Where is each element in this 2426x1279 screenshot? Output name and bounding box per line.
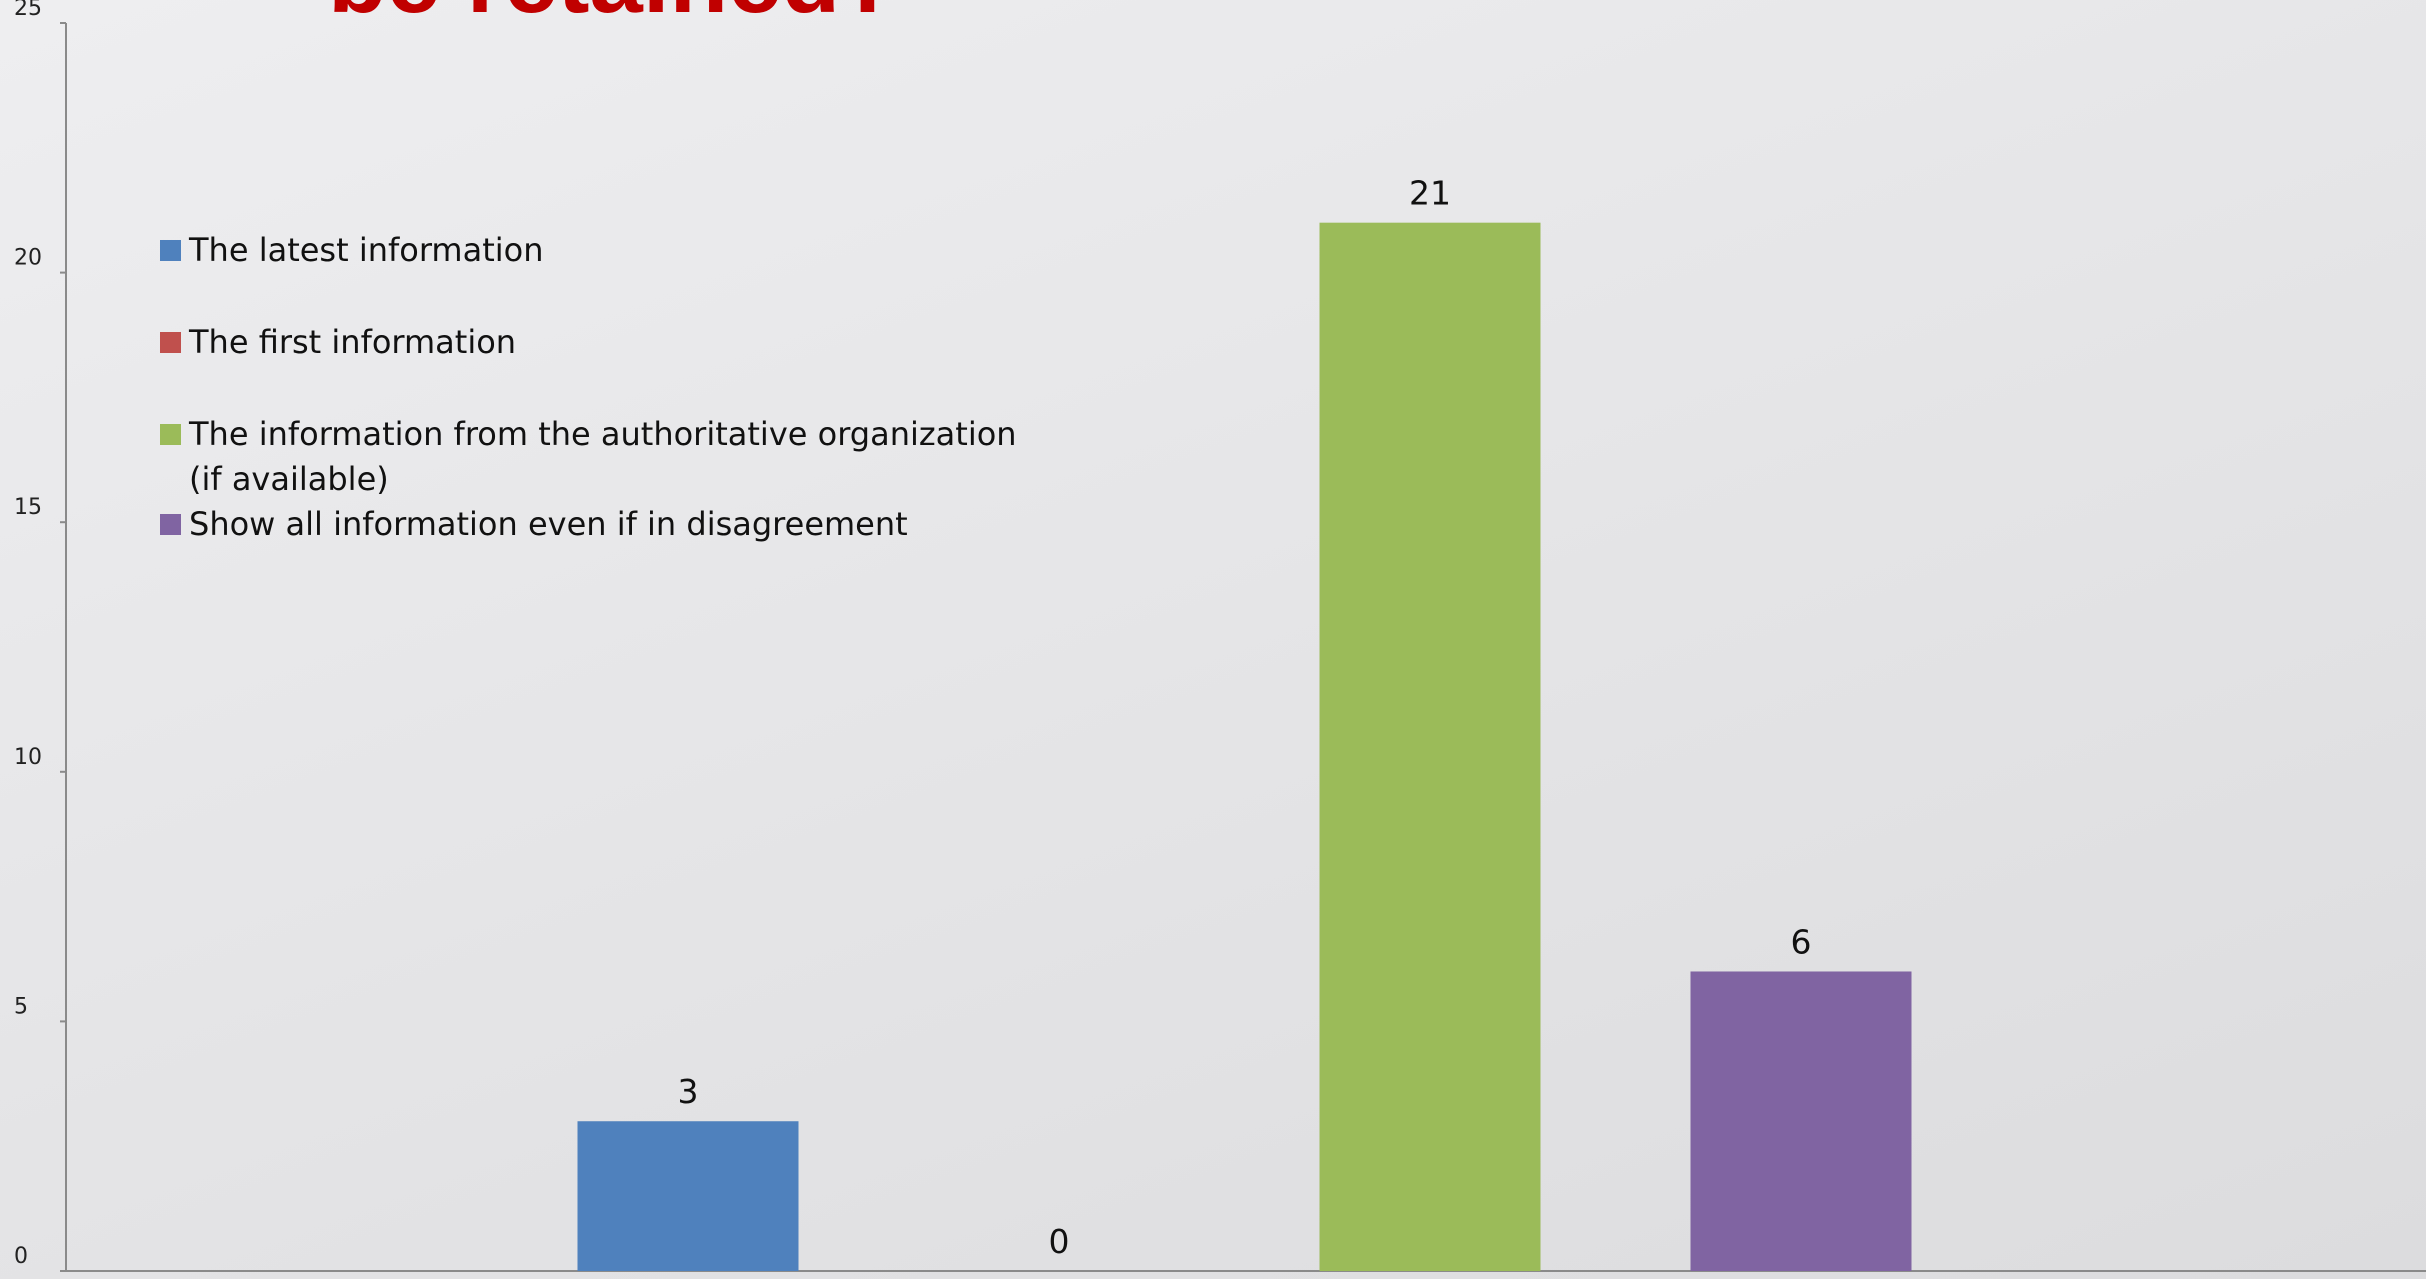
legend-swatch (160, 240, 181, 261)
y-tick-label: 5 (14, 994, 28, 1019)
y-tick-label: 10 (14, 745, 42, 770)
y-tick-label: 0 (14, 1244, 28, 1269)
chart-title: be retained? (328, 0, 899, 33)
legend-item: The information from the authoritative o… (160, 412, 1040, 502)
data-label: 0 (1049, 1222, 1070, 1261)
chart: be retained? 051015202530216 (0, 0, 2426, 1279)
legend-label: The information from the authoritative o… (189, 412, 1040, 502)
legend-item: Show all information even if in disagree… (160, 502, 1040, 547)
legend-label: The first information (189, 320, 516, 365)
legend-label: The latest information (189, 228, 544, 273)
legend-item: The first information (160, 320, 1040, 365)
y-tick-label: 25 (14, 0, 42, 21)
legend-swatch (160, 424, 181, 445)
legend-label: Show all information even if in disagree… (189, 502, 908, 547)
data-label: 3 (678, 1072, 699, 1111)
legend-swatch (160, 332, 181, 353)
bar (1320, 223, 1541, 1271)
page: {"chart_data": {"type": "bar", "title": … (0, 0, 2426, 1279)
data-label: 6 (1791, 922, 1812, 961)
legend: The latest information The first informat… (160, 228, 1040, 594)
legend-item: The latest information (160, 228, 1040, 273)
bar (1691, 971, 1912, 1271)
y-tick-label: 20 (14, 246, 42, 271)
legend-swatch (160, 514, 181, 535)
data-label: 21 (1409, 174, 1451, 213)
bar (578, 1121, 799, 1271)
y-tick-label: 15 (14, 495, 42, 520)
